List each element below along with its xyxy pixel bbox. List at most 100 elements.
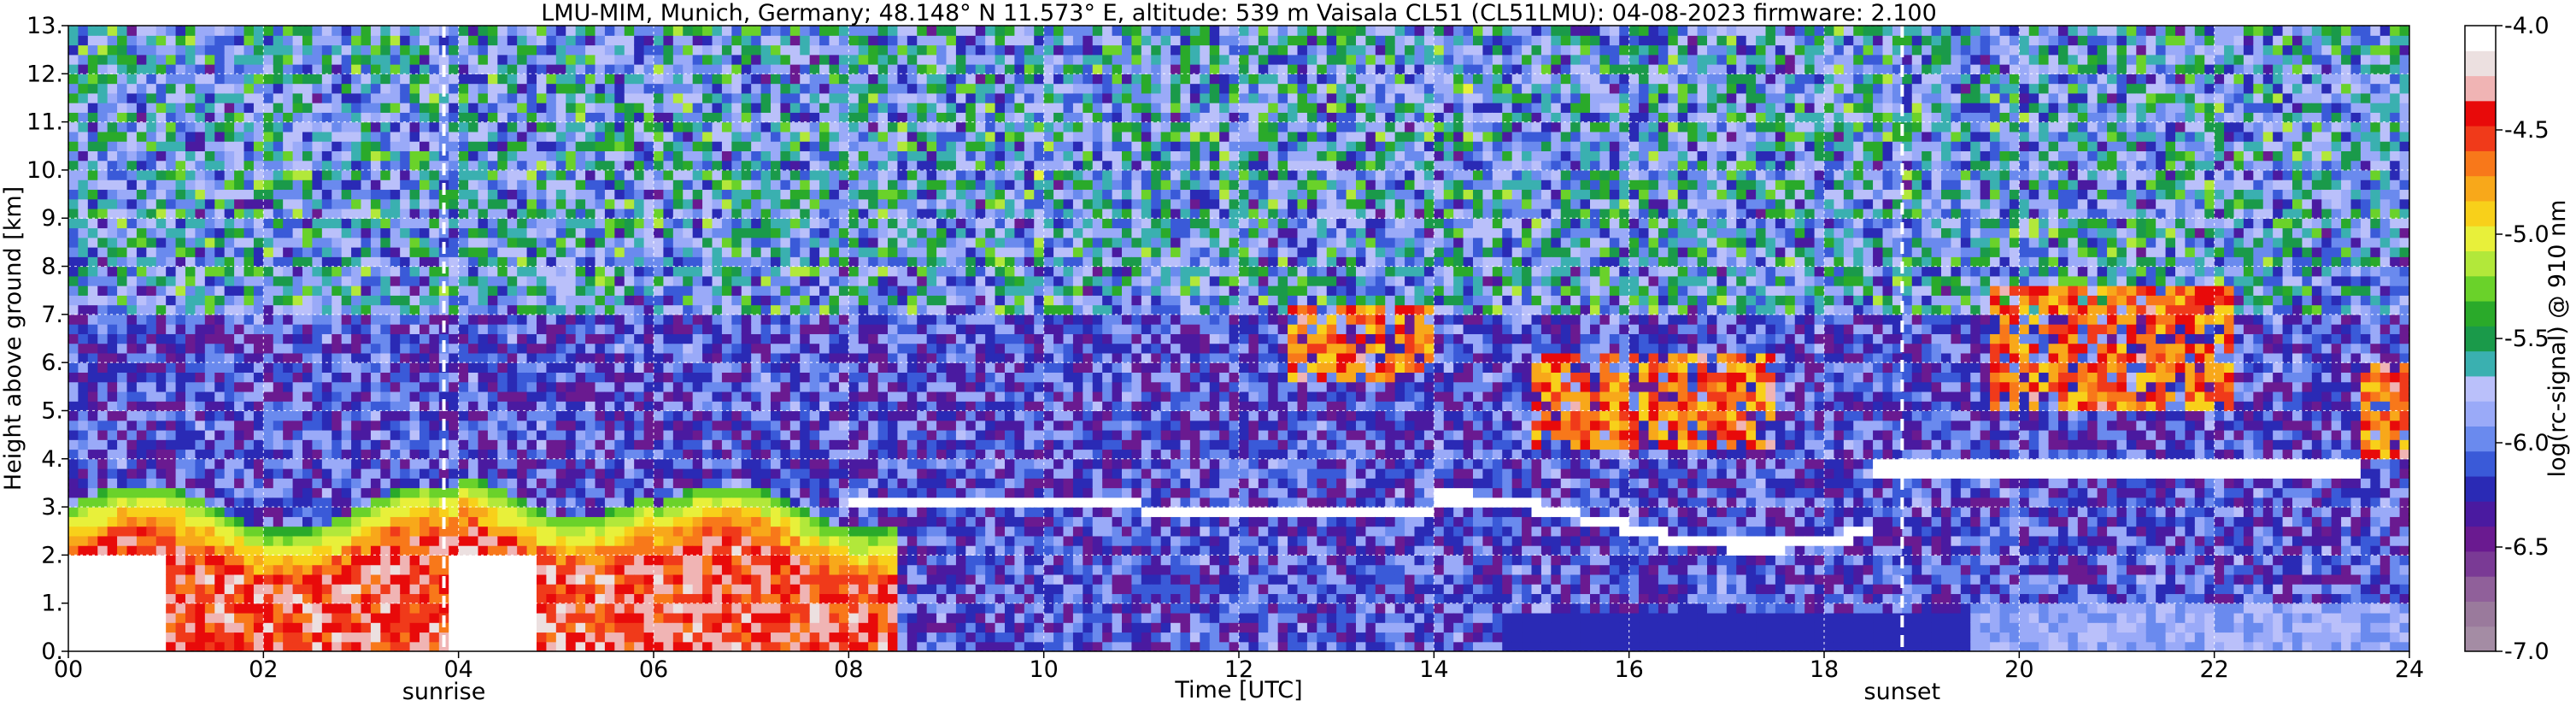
heatmap-cell bbox=[575, 507, 586, 517]
heatmap-cell bbox=[780, 555, 791, 566]
heatmap-cell bbox=[760, 92, 772, 103]
heatmap-cell bbox=[273, 92, 284, 103]
heatmap-cell bbox=[273, 343, 284, 354]
heatmap-cell bbox=[263, 612, 274, 623]
heatmap-cell bbox=[283, 179, 294, 191]
heatmap-cell bbox=[537, 26, 548, 36]
heatmap-cell bbox=[312, 545, 323, 556]
heatmap-cell bbox=[420, 401, 431, 412]
heatmap-cell bbox=[751, 478, 762, 489]
heatmap-cell bbox=[107, 179, 118, 191]
heatmap-cell bbox=[409, 304, 420, 315]
heatmap-cell bbox=[555, 160, 566, 171]
heatmap-cell bbox=[292, 112, 303, 123]
heatmap-cell bbox=[117, 295, 128, 306]
heatmap-cell bbox=[166, 198, 177, 209]
heatmap-cell bbox=[400, 64, 411, 74]
heatmap-cell bbox=[400, 35, 411, 46]
heatmap-cell bbox=[107, 121, 118, 132]
heatmap-cell bbox=[166, 632, 177, 643]
heatmap-cell bbox=[312, 150, 323, 162]
heatmap-cell bbox=[731, 314, 742, 325]
heatmap-cell bbox=[780, 420, 791, 431]
heatmap-cell bbox=[741, 564, 752, 575]
heatmap-cell bbox=[517, 449, 528, 460]
heatmap-cell bbox=[585, 295, 596, 306]
heatmap-cell bbox=[204, 179, 215, 191]
heatmap-cell bbox=[702, 141, 713, 151]
heatmap-cell bbox=[800, 555, 811, 566]
heatmap-cell bbox=[302, 632, 314, 643]
heatmap-cell bbox=[672, 487, 684, 498]
heatmap-cell bbox=[624, 574, 635, 585]
heatmap-cell bbox=[702, 352, 713, 363]
heatmap-cell bbox=[478, 121, 489, 132]
heatmap-cell bbox=[136, 54, 147, 65]
heatmap-cell bbox=[555, 237, 566, 248]
heatmap-cell bbox=[672, 478, 684, 489]
heatmap-cell bbox=[292, 420, 303, 431]
heatmap-cell bbox=[555, 352, 566, 363]
heatmap-cell bbox=[692, 295, 703, 306]
heatmap-cell bbox=[731, 64, 742, 74]
heatmap-cell bbox=[204, 526, 215, 537]
heatmap-cell bbox=[126, 74, 138, 85]
heatmap-cell bbox=[312, 381, 323, 392]
heatmap-cell bbox=[312, 497, 323, 508]
heatmap-cell bbox=[526, 208, 537, 219]
heatmap-cell bbox=[302, 439, 314, 450]
heatmap-cell bbox=[273, 526, 284, 537]
heatmap-cell bbox=[302, 237, 314, 248]
heatmap-cell bbox=[87, 103, 98, 113]
heatmap-cell bbox=[575, 35, 586, 46]
heatmap-cell bbox=[292, 74, 303, 85]
heatmap-cell bbox=[214, 266, 226, 277]
heatmap-cell bbox=[438, 584, 449, 595]
heatmap-cell bbox=[321, 333, 332, 344]
heatmap-cell bbox=[654, 35, 665, 46]
heatmap-cell bbox=[107, 208, 118, 219]
heatmap-cell bbox=[166, 141, 177, 151]
heatmap-cell bbox=[370, 641, 381, 651]
heatmap-cell bbox=[351, 179, 362, 191]
heatmap-cell bbox=[478, 74, 489, 85]
heatmap-cell bbox=[321, 641, 332, 651]
heatmap-cell bbox=[702, 103, 713, 113]
heatmap-cell bbox=[175, 26, 186, 36]
heatmap-cell bbox=[68, 478, 79, 489]
heatmap-cell bbox=[566, 612, 577, 623]
heatmap-cell bbox=[449, 44, 460, 56]
heatmap-cell bbox=[721, 26, 732, 36]
heatmap-cell bbox=[78, 343, 89, 354]
heatmap-cell bbox=[712, 478, 723, 489]
heatmap-cell bbox=[214, 54, 226, 65]
heatmap-cell bbox=[643, 641, 654, 651]
heatmap-cell bbox=[604, 92, 615, 103]
heatmap-cell bbox=[546, 584, 557, 595]
heatmap-cell bbox=[97, 545, 109, 556]
heatmap-cell bbox=[332, 295, 343, 306]
heatmap-cell bbox=[624, 333, 635, 344]
heatmap-cell bbox=[244, 632, 255, 643]
heatmap-cell bbox=[155, 275, 167, 286]
heatmap-cell bbox=[487, 324, 498, 334]
heatmap-cell bbox=[741, 35, 752, 46]
heatmap-cell bbox=[224, 449, 235, 460]
heatmap-cell bbox=[487, 169, 498, 180]
heatmap-cell bbox=[341, 362, 352, 374]
heatmap-cell bbox=[97, 362, 109, 374]
heatmap-cell bbox=[234, 555, 245, 566]
heatmap-cell bbox=[595, 545, 606, 556]
heatmap-cell bbox=[78, 526, 89, 537]
heatmap-cell bbox=[68, 150, 79, 162]
heatmap-cell bbox=[361, 487, 372, 498]
heatmap-cell bbox=[409, 497, 420, 508]
heatmap-cell bbox=[487, 26, 498, 36]
heatmap-cell bbox=[654, 266, 665, 277]
heatmap-cell bbox=[634, 343, 645, 354]
heatmap-cell bbox=[672, 574, 684, 585]
heatmap-cell bbox=[800, 420, 811, 431]
heatmap-cell bbox=[244, 324, 255, 334]
heatmap-cell bbox=[117, 420, 128, 431]
heatmap-cell bbox=[78, 64, 89, 74]
